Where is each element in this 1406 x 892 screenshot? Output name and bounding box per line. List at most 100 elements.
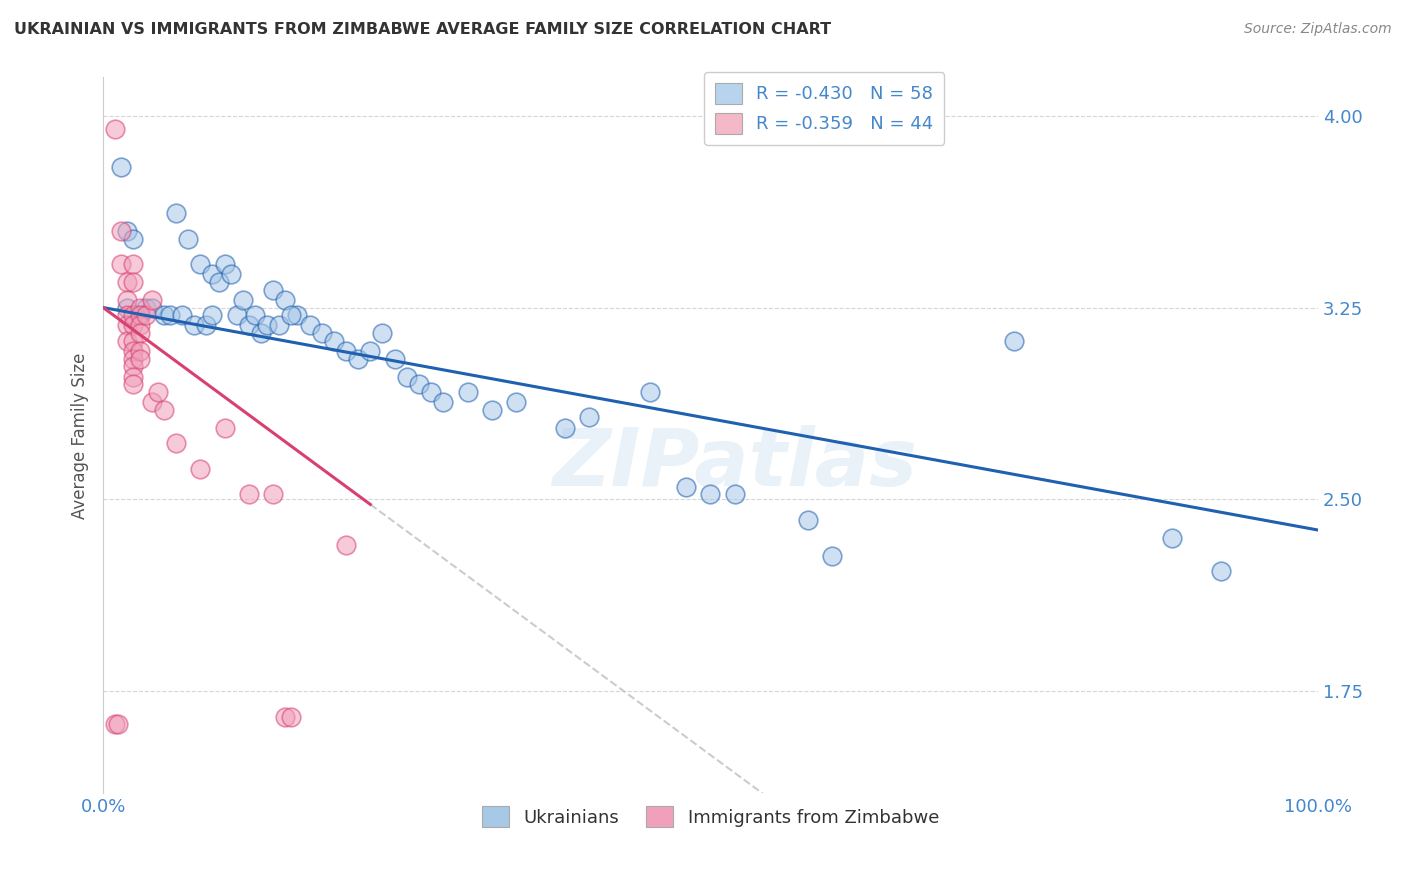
Point — [110, 224, 132, 238]
Point — [135, 301, 157, 315]
Point — [122, 377, 145, 392]
Point — [117, 275, 139, 289]
Point — [128, 308, 150, 322]
Point — [481, 402, 503, 417]
Point — [122, 257, 145, 271]
Point — [188, 461, 211, 475]
Point — [165, 436, 187, 450]
Point — [638, 384, 661, 399]
Point — [122, 334, 145, 348]
Point — [172, 308, 194, 322]
Point — [232, 293, 254, 307]
Point — [262, 487, 284, 501]
Point — [122, 351, 145, 366]
Point — [298, 318, 321, 333]
Point — [122, 275, 145, 289]
Point — [238, 487, 260, 501]
Point — [457, 384, 479, 399]
Point — [122, 308, 145, 322]
Point — [322, 334, 344, 348]
Point — [128, 344, 150, 359]
Point — [250, 326, 273, 340]
Point — [117, 293, 139, 307]
Y-axis label: Average Family Size: Average Family Size — [72, 352, 89, 518]
Point — [371, 326, 394, 340]
Point — [128, 301, 150, 315]
Text: Source: ZipAtlas.com: Source: ZipAtlas.com — [1244, 22, 1392, 37]
Point — [796, 513, 818, 527]
Point — [183, 318, 205, 333]
Point — [269, 318, 291, 333]
Point — [280, 308, 302, 322]
Point — [107, 717, 129, 731]
Point — [128, 308, 150, 322]
Point — [122, 318, 145, 333]
Point — [1209, 564, 1232, 578]
Point — [153, 402, 176, 417]
Point — [280, 709, 302, 723]
Point — [128, 351, 150, 366]
Text: ZIPatlas: ZIPatlas — [553, 425, 917, 503]
Point — [110, 160, 132, 174]
Point — [177, 231, 200, 245]
Point — [117, 224, 139, 238]
Point — [104, 121, 127, 136]
Point — [384, 351, 406, 366]
Point — [243, 308, 266, 322]
Point — [287, 308, 309, 322]
Point — [359, 344, 381, 359]
Point — [274, 709, 297, 723]
Point — [699, 487, 721, 501]
Point — [141, 293, 163, 307]
Point — [256, 318, 278, 333]
Point — [117, 334, 139, 348]
Point — [117, 318, 139, 333]
Point — [104, 717, 127, 731]
Point — [207, 275, 229, 289]
Point — [1161, 531, 1184, 545]
Point — [311, 326, 333, 340]
Point — [214, 257, 236, 271]
Point — [110, 257, 132, 271]
Point — [117, 301, 139, 315]
Point — [128, 326, 150, 340]
Point — [141, 301, 163, 315]
Point — [347, 351, 370, 366]
Point — [122, 231, 145, 245]
Point — [122, 369, 145, 384]
Legend: Ukrainians, Immigrants from Zimbabwe: Ukrainians, Immigrants from Zimbabwe — [475, 799, 946, 834]
Point — [274, 293, 297, 307]
Point — [335, 538, 357, 552]
Point — [117, 308, 139, 322]
Point — [420, 384, 443, 399]
Point — [408, 377, 430, 392]
Point — [432, 395, 454, 409]
Point — [146, 384, 169, 399]
Point — [141, 395, 163, 409]
Point — [505, 395, 527, 409]
Point — [122, 359, 145, 374]
Point — [188, 257, 211, 271]
Point — [219, 268, 242, 282]
Point — [335, 344, 357, 359]
Point — [201, 308, 224, 322]
Point — [578, 410, 600, 425]
Point — [238, 318, 260, 333]
Point — [201, 268, 224, 282]
Point — [554, 421, 576, 435]
Point — [1002, 334, 1025, 348]
Point — [128, 318, 150, 333]
Point — [821, 549, 844, 563]
Point — [159, 308, 181, 322]
Point — [675, 479, 697, 493]
Point — [195, 318, 218, 333]
Point — [165, 206, 187, 220]
Point — [395, 369, 418, 384]
Text: UKRAINIAN VS IMMIGRANTS FROM ZIMBABWE AVERAGE FAMILY SIZE CORRELATION CHART: UKRAINIAN VS IMMIGRANTS FROM ZIMBABWE AV… — [14, 22, 831, 37]
Point — [262, 283, 284, 297]
Point — [153, 308, 176, 322]
Point — [122, 344, 145, 359]
Point — [724, 487, 747, 501]
Point — [214, 421, 236, 435]
Point — [135, 308, 157, 322]
